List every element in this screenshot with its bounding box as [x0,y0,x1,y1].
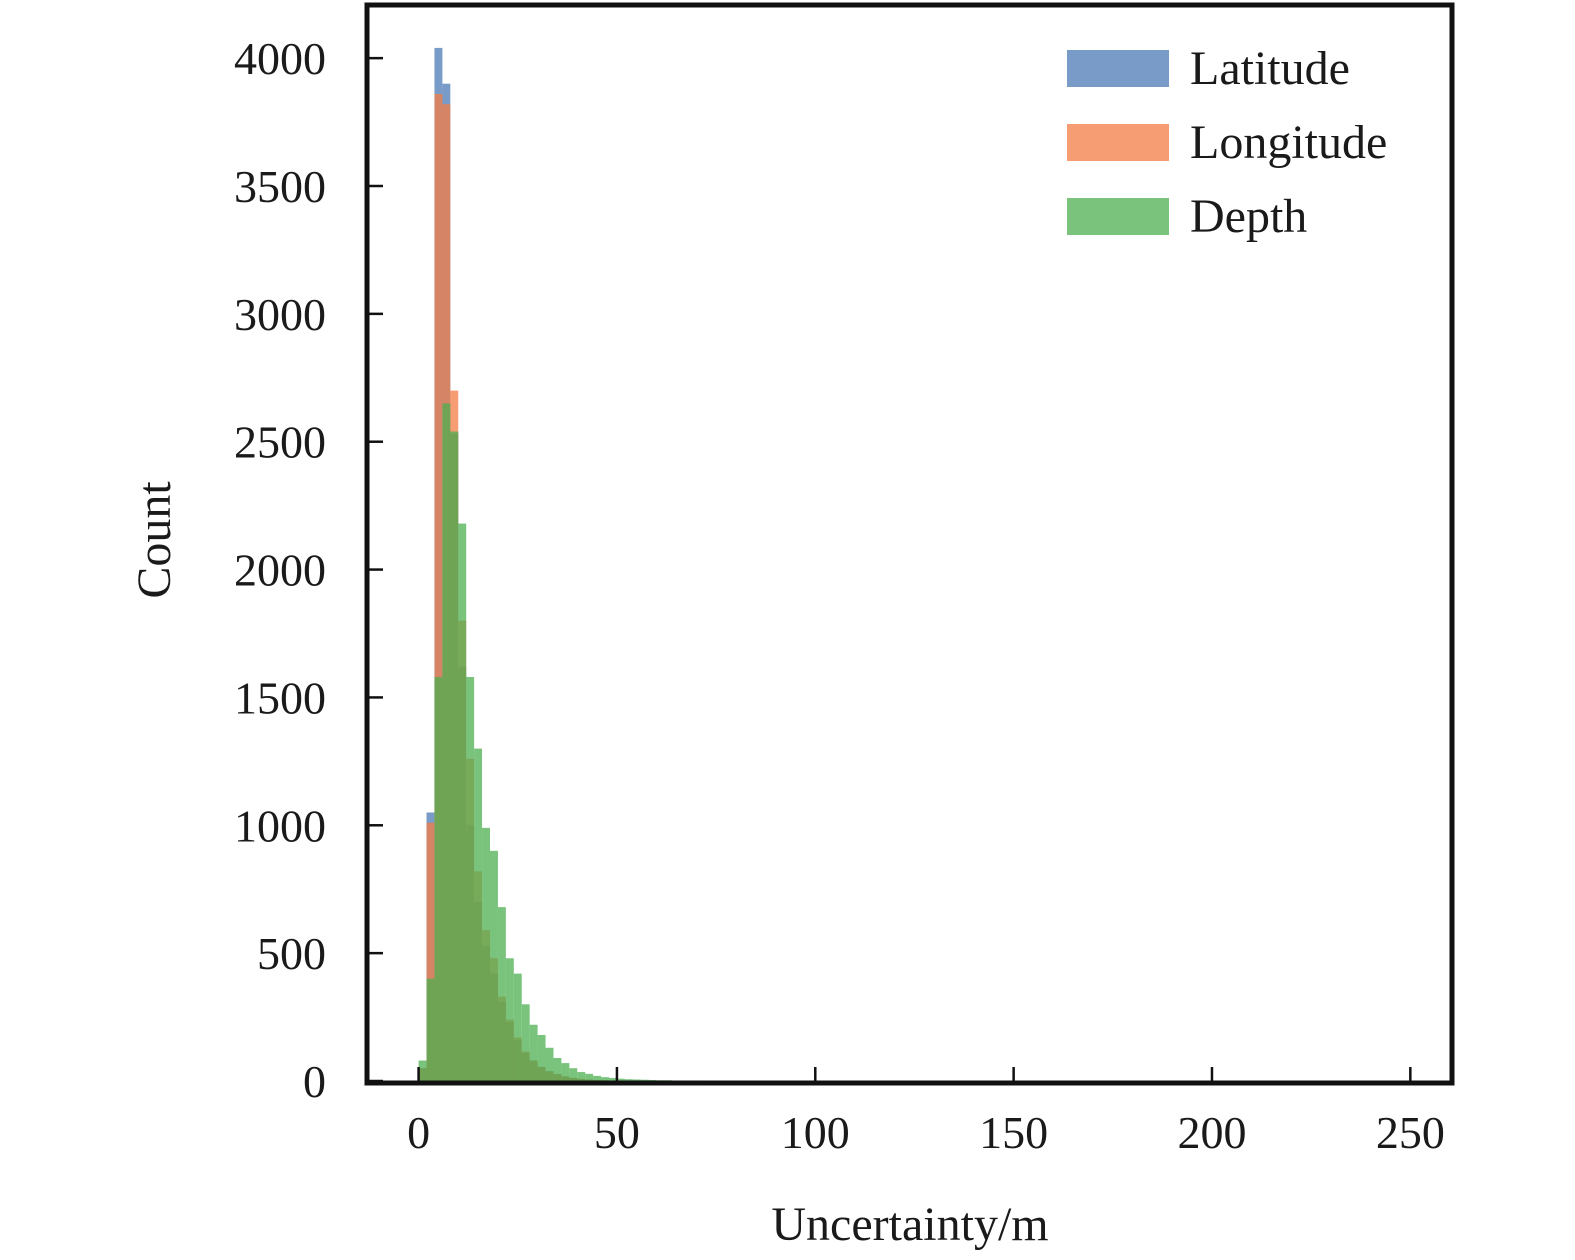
legend-swatch-latitude [1067,50,1169,87]
bar-depth-54 [632,1079,641,1081]
legend-label-longitude: Longitude [1190,116,1387,169]
y-tick-label-2000: 2000 [234,545,326,596]
bar-depth-48 [609,1077,617,1081]
y-tick-label-4000: 4000 [234,33,326,84]
bar-depth-34 [553,1057,562,1081]
bar-depth-36 [561,1063,570,1081]
y-tick-label-0: 0 [303,1056,326,1107]
x-tick-label-50: 50 [594,1107,640,1158]
bar-depth-4 [434,676,443,1081]
bar-depth-14 [474,748,483,1081]
bar-depth-50 [616,1078,625,1081]
y-tick-label-1500: 1500 [234,672,326,723]
legend-swatch-longitude [1067,124,1169,161]
x-tick-label-250: 250 [1376,1107,1445,1158]
bar-depth-22 [505,958,514,1081]
y-axis-label: Count [128,481,181,599]
bar-depth-12 [466,676,475,1081]
y-tick-label-1000: 1000 [234,800,326,851]
bar-depth-40 [577,1072,586,1081]
bar-depth-42 [585,1073,594,1081]
bar-depth-32 [545,1047,554,1081]
x-tick-label-200: 200 [1177,1107,1246,1158]
bar-depth-2 [426,978,435,1081]
x-tick-label-150: 150 [979,1107,1048,1158]
bar-depth-8 [450,431,459,1081]
x-axis: 0 50 100 150 200 250 [407,1067,1445,1158]
y-tick-label-3000: 3000 [234,289,326,340]
bar-depth-38 [569,1068,578,1081]
histogram-bars [418,47,800,1082]
y-tick-label-3500: 3500 [234,161,326,212]
y-axis: 0 500 1000 1500 2000 2500 3000 3500 4000 [234,33,383,1107]
y-tick-label-500: 500 [257,928,326,979]
bar-depth-24 [513,973,522,1081]
x-tick-label-100: 100 [781,1107,850,1158]
bar-depth-46 [601,1077,609,1081]
bar-depth-6 [442,403,451,1081]
x-tick-label-0: 0 [407,1107,430,1158]
bar-depth-0 [418,1060,427,1081]
legend-swatch-depth [1067,198,1169,235]
bar-longitude-2 [426,822,435,1081]
bar-depth-16 [482,827,490,1081]
bar-depth-58 [648,1079,657,1081]
legend-label-latitude: Latitude [1190,42,1350,95]
x-axis-label: Uncertainty/m [771,1198,1048,1251]
y-tick-label-2500: 2500 [234,417,326,468]
bar-depth-56 [640,1079,649,1081]
legend: Latitude Longitude Depth [1067,42,1387,243]
bar-depth-44 [593,1075,602,1081]
bar-depth-18 [489,850,498,1081]
bar-longitude-4 [434,93,443,1081]
plot-frame [364,2,1455,1086]
bar-depth-52 [624,1079,633,1081]
bar-depth-20 [497,907,506,1081]
bar-depth-10 [458,523,467,1081]
series-depth [418,403,800,1081]
legend-label-depth: Depth [1190,190,1307,243]
bar-depth-28 [529,1024,538,1081]
bar-depth-26 [521,1004,530,1081]
bar-depth-30 [537,1034,546,1081]
